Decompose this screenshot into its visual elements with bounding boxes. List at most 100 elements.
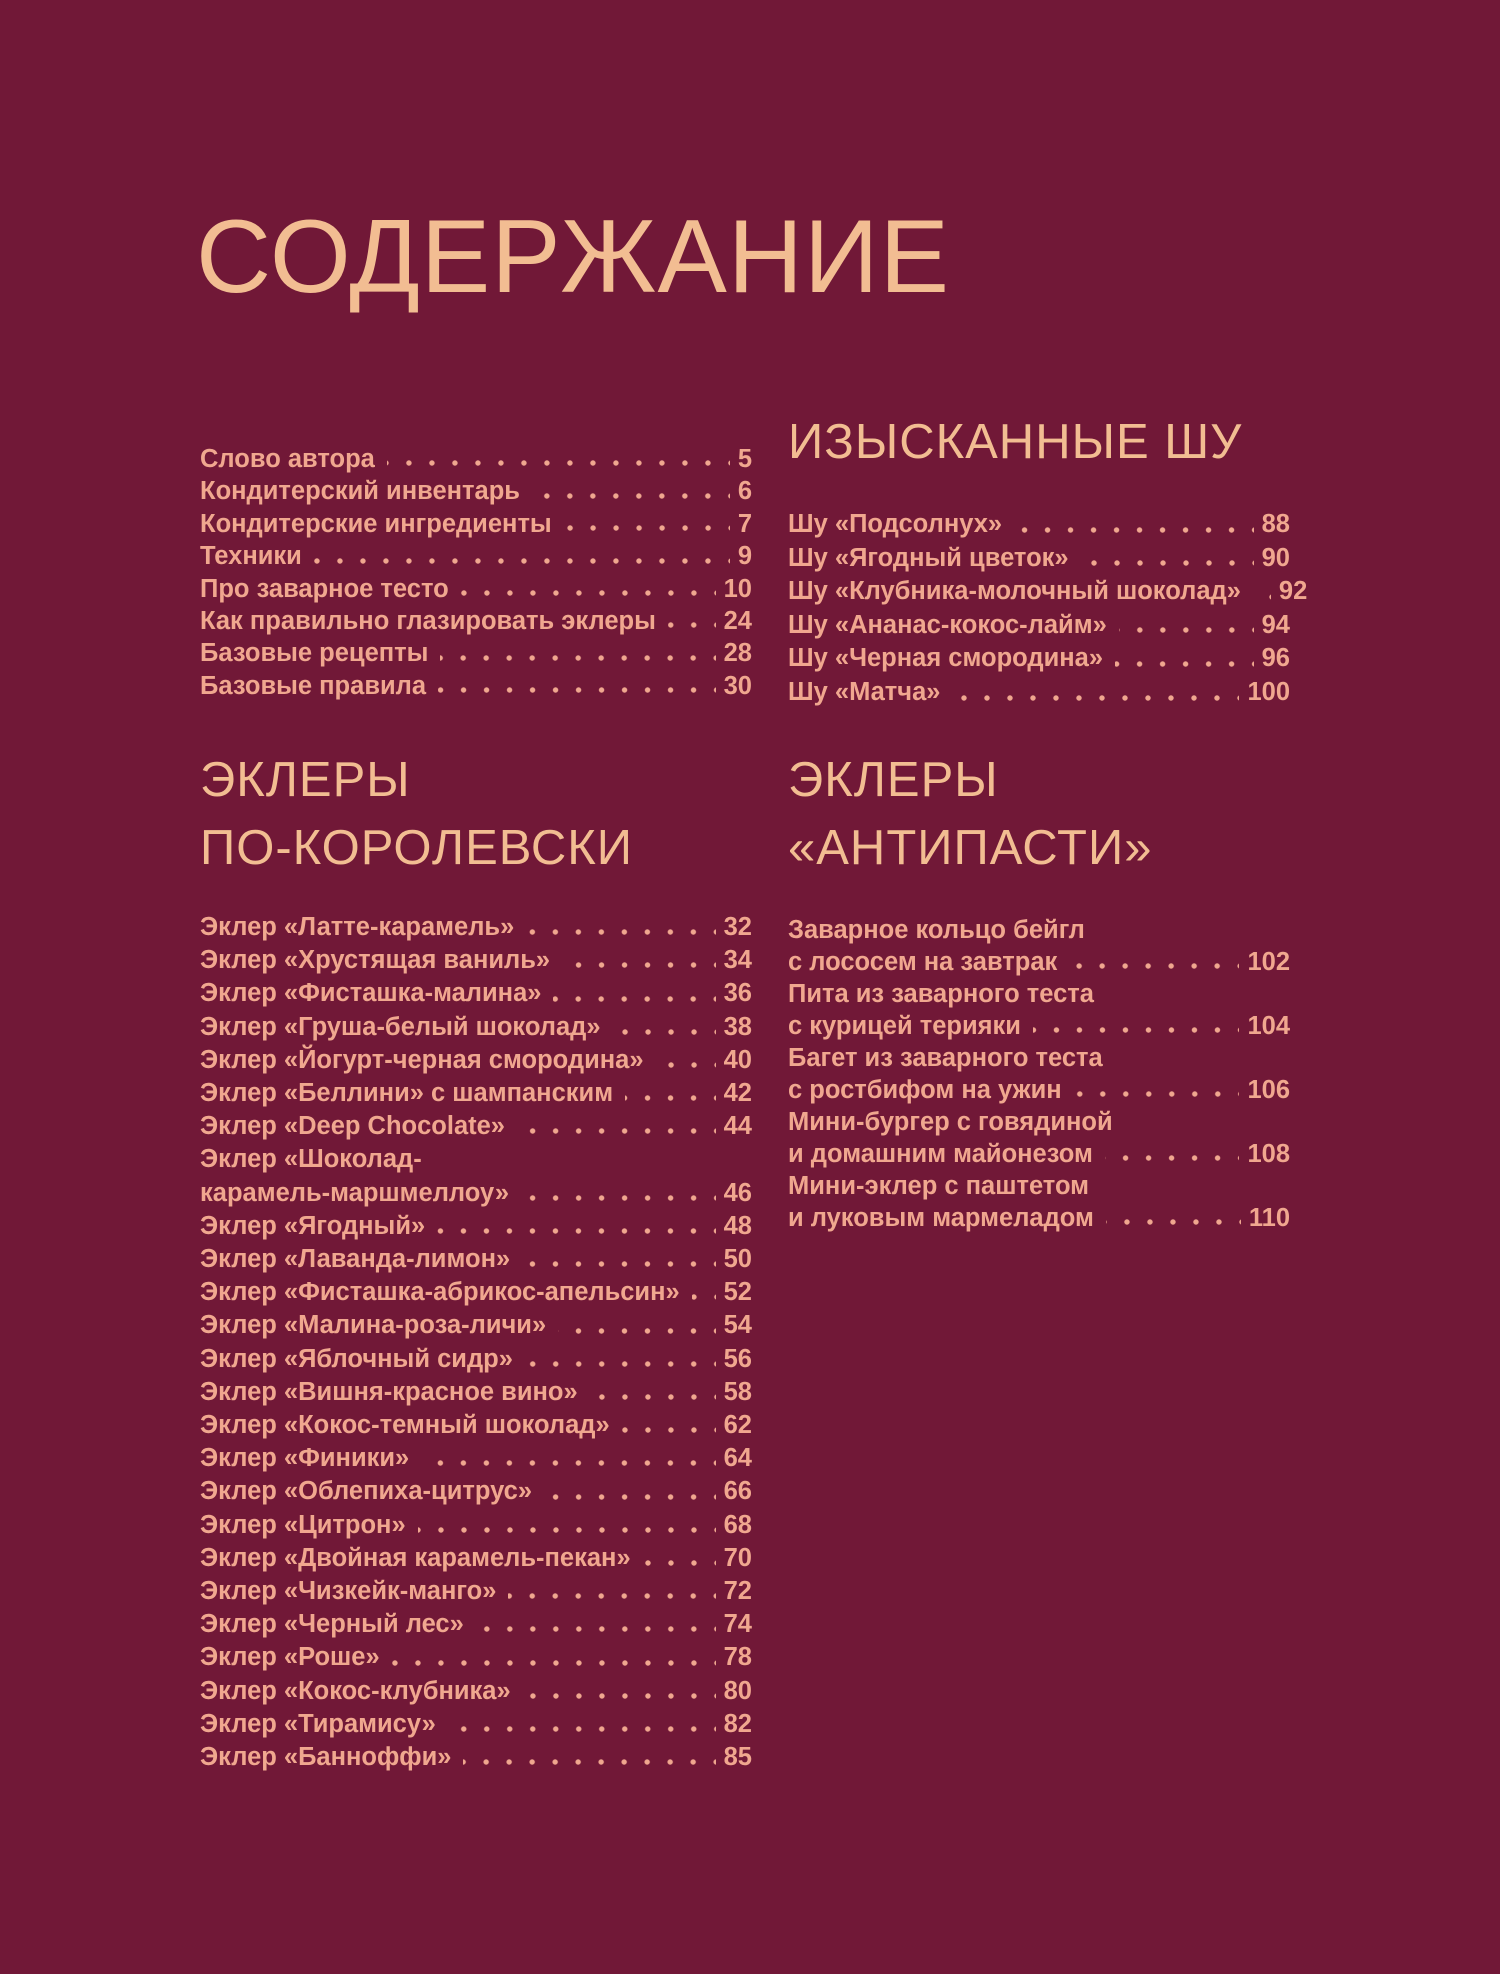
toc-entry: и домашним майонезом 108 bbox=[788, 1138, 1290, 1170]
toc-entry-label: Пита из заварного теста bbox=[788, 980, 1094, 1008]
toc-entry-label: и луковым мармеладом bbox=[788, 1204, 1094, 1232]
dot-leader bbox=[625, 1077, 716, 1111]
dot-leader bbox=[1105, 1202, 1241, 1234]
dot-leader bbox=[621, 1409, 716, 1443]
toc-entry-page: 36 bbox=[723, 979, 752, 1008]
toc-entry-page: 62 bbox=[723, 1411, 752, 1440]
toc-entry: Шу «Черная смородина» 96 bbox=[788, 642, 1290, 676]
toc-entry-wrap-line: Эклер «Шоколад- bbox=[200, 1143, 752, 1176]
dot-leader bbox=[524, 1342, 716, 1376]
toc-entry-page: 66 bbox=[723, 1477, 752, 1506]
toc-entry-label: Эклер «Кокос-клубника» bbox=[200, 1676, 511, 1705]
dot-leader bbox=[463, 1741, 716, 1775]
dot-leader bbox=[1104, 1138, 1240, 1170]
toc-entry-page: 40 bbox=[723, 1045, 752, 1074]
toc-entry-label: Техники bbox=[200, 542, 302, 571]
toc-entry-label: Эклер «Вишня-красное вино» bbox=[200, 1377, 578, 1406]
toc-entry: Базовые правила 30 bbox=[200, 669, 752, 703]
toc-entry: Эклер «Облепиха-цитрус» 66 bbox=[200, 1475, 752, 1509]
toc-entry-label: Мини-бургер с говядиной bbox=[788, 1108, 1113, 1136]
toc-entry-page: 104 bbox=[1247, 1012, 1290, 1040]
dot-leader bbox=[437, 1209, 716, 1244]
dot-leader bbox=[1014, 508, 1254, 542]
toc-entry-label: Эклер «Лаванда-лимон» bbox=[200, 1245, 511, 1274]
dot-leader bbox=[447, 1707, 716, 1742]
toc-entry-page: 30 bbox=[723, 671, 752, 700]
dot-leader bbox=[544, 1475, 716, 1509]
toc-entry-label: Базовые правила bbox=[200, 671, 427, 700]
dot-leader bbox=[553, 977, 716, 1011]
toc-entry-page: 28 bbox=[723, 639, 752, 668]
toc-entry-page: 88 bbox=[1261, 510, 1290, 538]
toc-entry-label: и домашним майонезом bbox=[788, 1140, 1093, 1168]
toc-entry-wrap-line: Багет из заварного теста bbox=[788, 1042, 1290, 1074]
toc-entry-page: 82 bbox=[723, 1709, 752, 1738]
dot-leader bbox=[508, 1575, 716, 1609]
dot-leader bbox=[417, 1508, 716, 1542]
dot-leader bbox=[589, 1375, 716, 1410]
toc-entry: Эклер «Цитрон» 68 bbox=[200, 1508, 752, 1542]
toc-entry: Эклер «Кокос-клубника» 80 bbox=[200, 1674, 752, 1708]
toc-entry-label: Эклер «Беллини» с шампанским bbox=[200, 1079, 614, 1108]
toc-entry: с ростбифом на ужин 106 bbox=[788, 1074, 1290, 1106]
toc-entry: Шу «Подсолнух» 88 bbox=[788, 508, 1290, 542]
toc-entry-page: 5 bbox=[737, 445, 752, 473]
toc-entry-page: 34 bbox=[723, 946, 752, 975]
toc-entry-page: 80 bbox=[723, 1676, 752, 1705]
toc-entry: Эклер «Лаванда-лимон» 50 bbox=[200, 1243, 752, 1277]
toc-entry-label: Эклер «Кокос-темный шоколад» bbox=[200, 1411, 610, 1440]
dot-leader bbox=[1073, 1074, 1240, 1106]
toc-entry-label: Шу «Черная смородина» bbox=[788, 644, 1104, 673]
toc-entry-label: Эклер «Йогурт-черная смородина» bbox=[200, 1045, 644, 1074]
toc-entry: Шу «Ягодный цветок» 90 bbox=[788, 541, 1290, 576]
toc-entry-label: Эклер «Банноффи» bbox=[200, 1743, 452, 1772]
toc-entry-label: Эклер «Финики» bbox=[200, 1444, 410, 1473]
toc-entry: Про заварное тесто 10 bbox=[200, 572, 752, 606]
toc-entry-label: Эклер «Черный лес» bbox=[200, 1610, 464, 1639]
toc-entry-page: 32 bbox=[723, 913, 752, 941]
toc-entry-label: Эклер «Шоколад- bbox=[200, 1145, 422, 1174]
toc-entry: Слово автора 5 bbox=[200, 443, 752, 476]
toc-entry: Эклер «Беллини» с шампанским 42 bbox=[200, 1077, 752, 1111]
toc-entry-label: Про заварное тесто bbox=[200, 574, 449, 603]
toc-entry: Эклер «Тирамису» 82 bbox=[200, 1707, 752, 1742]
toc-entry-wrap-line: Заварное кольцо бейгл bbox=[788, 914, 1290, 946]
dot-leader bbox=[1033, 1010, 1240, 1042]
dot-leader bbox=[642, 1541, 716, 1576]
toc-entry-page: 106 bbox=[1247, 1076, 1290, 1104]
dot-leader bbox=[440, 637, 716, 670]
toc-entry-page: 64 bbox=[723, 1444, 752, 1473]
toc-entry-page: 48 bbox=[723, 1211, 752, 1240]
toc-entry-page: 68 bbox=[723, 1510, 752, 1539]
toc-entry-page: 96 bbox=[1261, 644, 1290, 673]
dot-leader bbox=[691, 1276, 716, 1310]
toc-entry-page: 78 bbox=[723, 1643, 752, 1672]
toc-entry-label: Шу «Ягодный цветок» bbox=[788, 543, 1069, 572]
toc-entry: Кондитерские ингредиенты 7 bbox=[200, 507, 752, 541]
section-heading-antipasti-line1: ЭКЛЕРЫ bbox=[788, 753, 999, 807]
toc-entry-label: Эклер «Цитрон» bbox=[200, 1510, 406, 1539]
toc-entry: Эклер «Фисташка-малина» 36 bbox=[200, 977, 752, 1011]
toc-entry-page: 108 bbox=[1247, 1140, 1290, 1168]
dot-leader bbox=[526, 911, 716, 945]
dot-leader bbox=[386, 443, 730, 476]
toc-entry-label: Эклер «Яблочный сидр» bbox=[200, 1344, 513, 1373]
toc-entry: Шу «Клубника-молочный шоколад» 92 bbox=[788, 575, 1307, 609]
dot-leader bbox=[522, 1243, 716, 1277]
dot-leader bbox=[475, 1608, 716, 1642]
toc-entry-label: Эклер «Ягодный» bbox=[200, 1211, 426, 1240]
dot-leader bbox=[1115, 642, 1254, 676]
toc-entry: Эклер «Хрустящая ваниль» 34 bbox=[200, 944, 752, 978]
toc-entry-wrap-line: Мини-бургер с говядиной bbox=[788, 1106, 1290, 1138]
toc-entry-label: Эклер «Фисташка-абрикос-апельсин» bbox=[200, 1278, 680, 1307]
toc-entry-label: с лососем на завтрак bbox=[788, 948, 1058, 976]
toc-entry: Эклер «Латте-карамель» 32 bbox=[200, 911, 752, 945]
dot-leader bbox=[952, 675, 1240, 710]
dot-leader bbox=[1118, 608, 1254, 643]
dot-leader bbox=[563, 507, 730, 541]
toc-entry-label: Эклер «Облепиха-цитрус» bbox=[200, 1477, 533, 1506]
toc-entry: Эклер «Фисташка-абрикос-апельсин» 52 bbox=[200, 1276, 752, 1310]
toc-entry: Эклер «Малина-роза-личи» 54 bbox=[200, 1309, 752, 1343]
toc-entry-label: Эклер «Груша-белый шоколад» bbox=[200, 1012, 601, 1041]
